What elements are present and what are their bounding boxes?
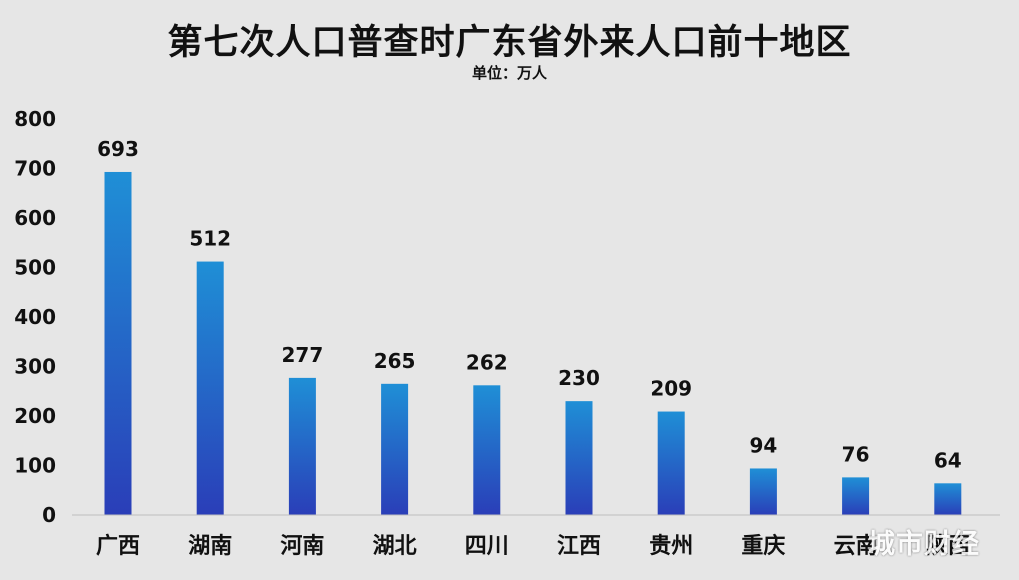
data-label: 277: [282, 343, 324, 367]
x-tick-label: 重庆: [741, 533, 785, 559]
x-axis: 广西 湖南 河南 湖北 四川 江西 贵州 重庆 云南 陕西: [72, 514, 1000, 559]
x-tick-label: 贵州: [649, 534, 693, 559]
x-tick-label: 四川: [465, 534, 509, 559]
y-tick-label: 0: [42, 503, 56, 527]
x-tick-label: 广西: [96, 533, 140, 559]
x-tick-label: 江西: [557, 534, 601, 559]
data-label: 64: [934, 448, 962, 472]
y-tick-label: 100: [14, 454, 56, 478]
x-tick-label: 湖南: [188, 534, 232, 559]
bar: [749, 468, 777, 515]
data-label: 230: [558, 366, 600, 390]
bar-series: [104, 171, 962, 515]
data-label: 76: [842, 442, 870, 466]
bar: [196, 261, 224, 515]
bar: [288, 377, 316, 515]
y-tick-label: 600: [14, 206, 56, 230]
y-tick-label: 700: [14, 157, 56, 181]
bar: [934, 483, 962, 515]
y-axis: 0 100 200 300 400 500 600 700 800: [14, 107, 56, 527]
watermark-text: 城市财经: [868, 529, 980, 560]
data-label: 94: [749, 433, 777, 457]
x-tick-label: 陕西: [926, 534, 970, 559]
y-tick-label: 500: [14, 256, 56, 280]
y-tick-label: 300: [14, 355, 56, 379]
x-tick-label: 湖北: [373, 534, 417, 559]
bar: [565, 401, 593, 515]
chart-title: 第七次人口普查时广东省外来人口前十地区: [167, 23, 852, 63]
bar: [842, 477, 870, 515]
data-label: 262: [466, 350, 508, 374]
bar: [104, 171, 132, 515]
y-tick-label: 400: [14, 305, 56, 329]
data-label: 512: [189, 227, 231, 251]
bar: [657, 411, 685, 515]
bar: [473, 385, 501, 515]
x-tick-label: 云南: [834, 534, 878, 559]
data-labels: 693 512 277 265 262 230 209 94 76 64: [97, 137, 962, 472]
data-label: 265: [374, 349, 416, 373]
data-label: 693: [97, 137, 139, 161]
bar: [381, 383, 409, 515]
data-label: 209: [650, 377, 692, 401]
x-tick-label: 河南: [280, 534, 324, 559]
chart-subtitle: 单位：万人: [471, 64, 547, 82]
y-tick-label: 800: [14, 107, 56, 131]
y-tick-label: 200: [14, 404, 56, 428]
